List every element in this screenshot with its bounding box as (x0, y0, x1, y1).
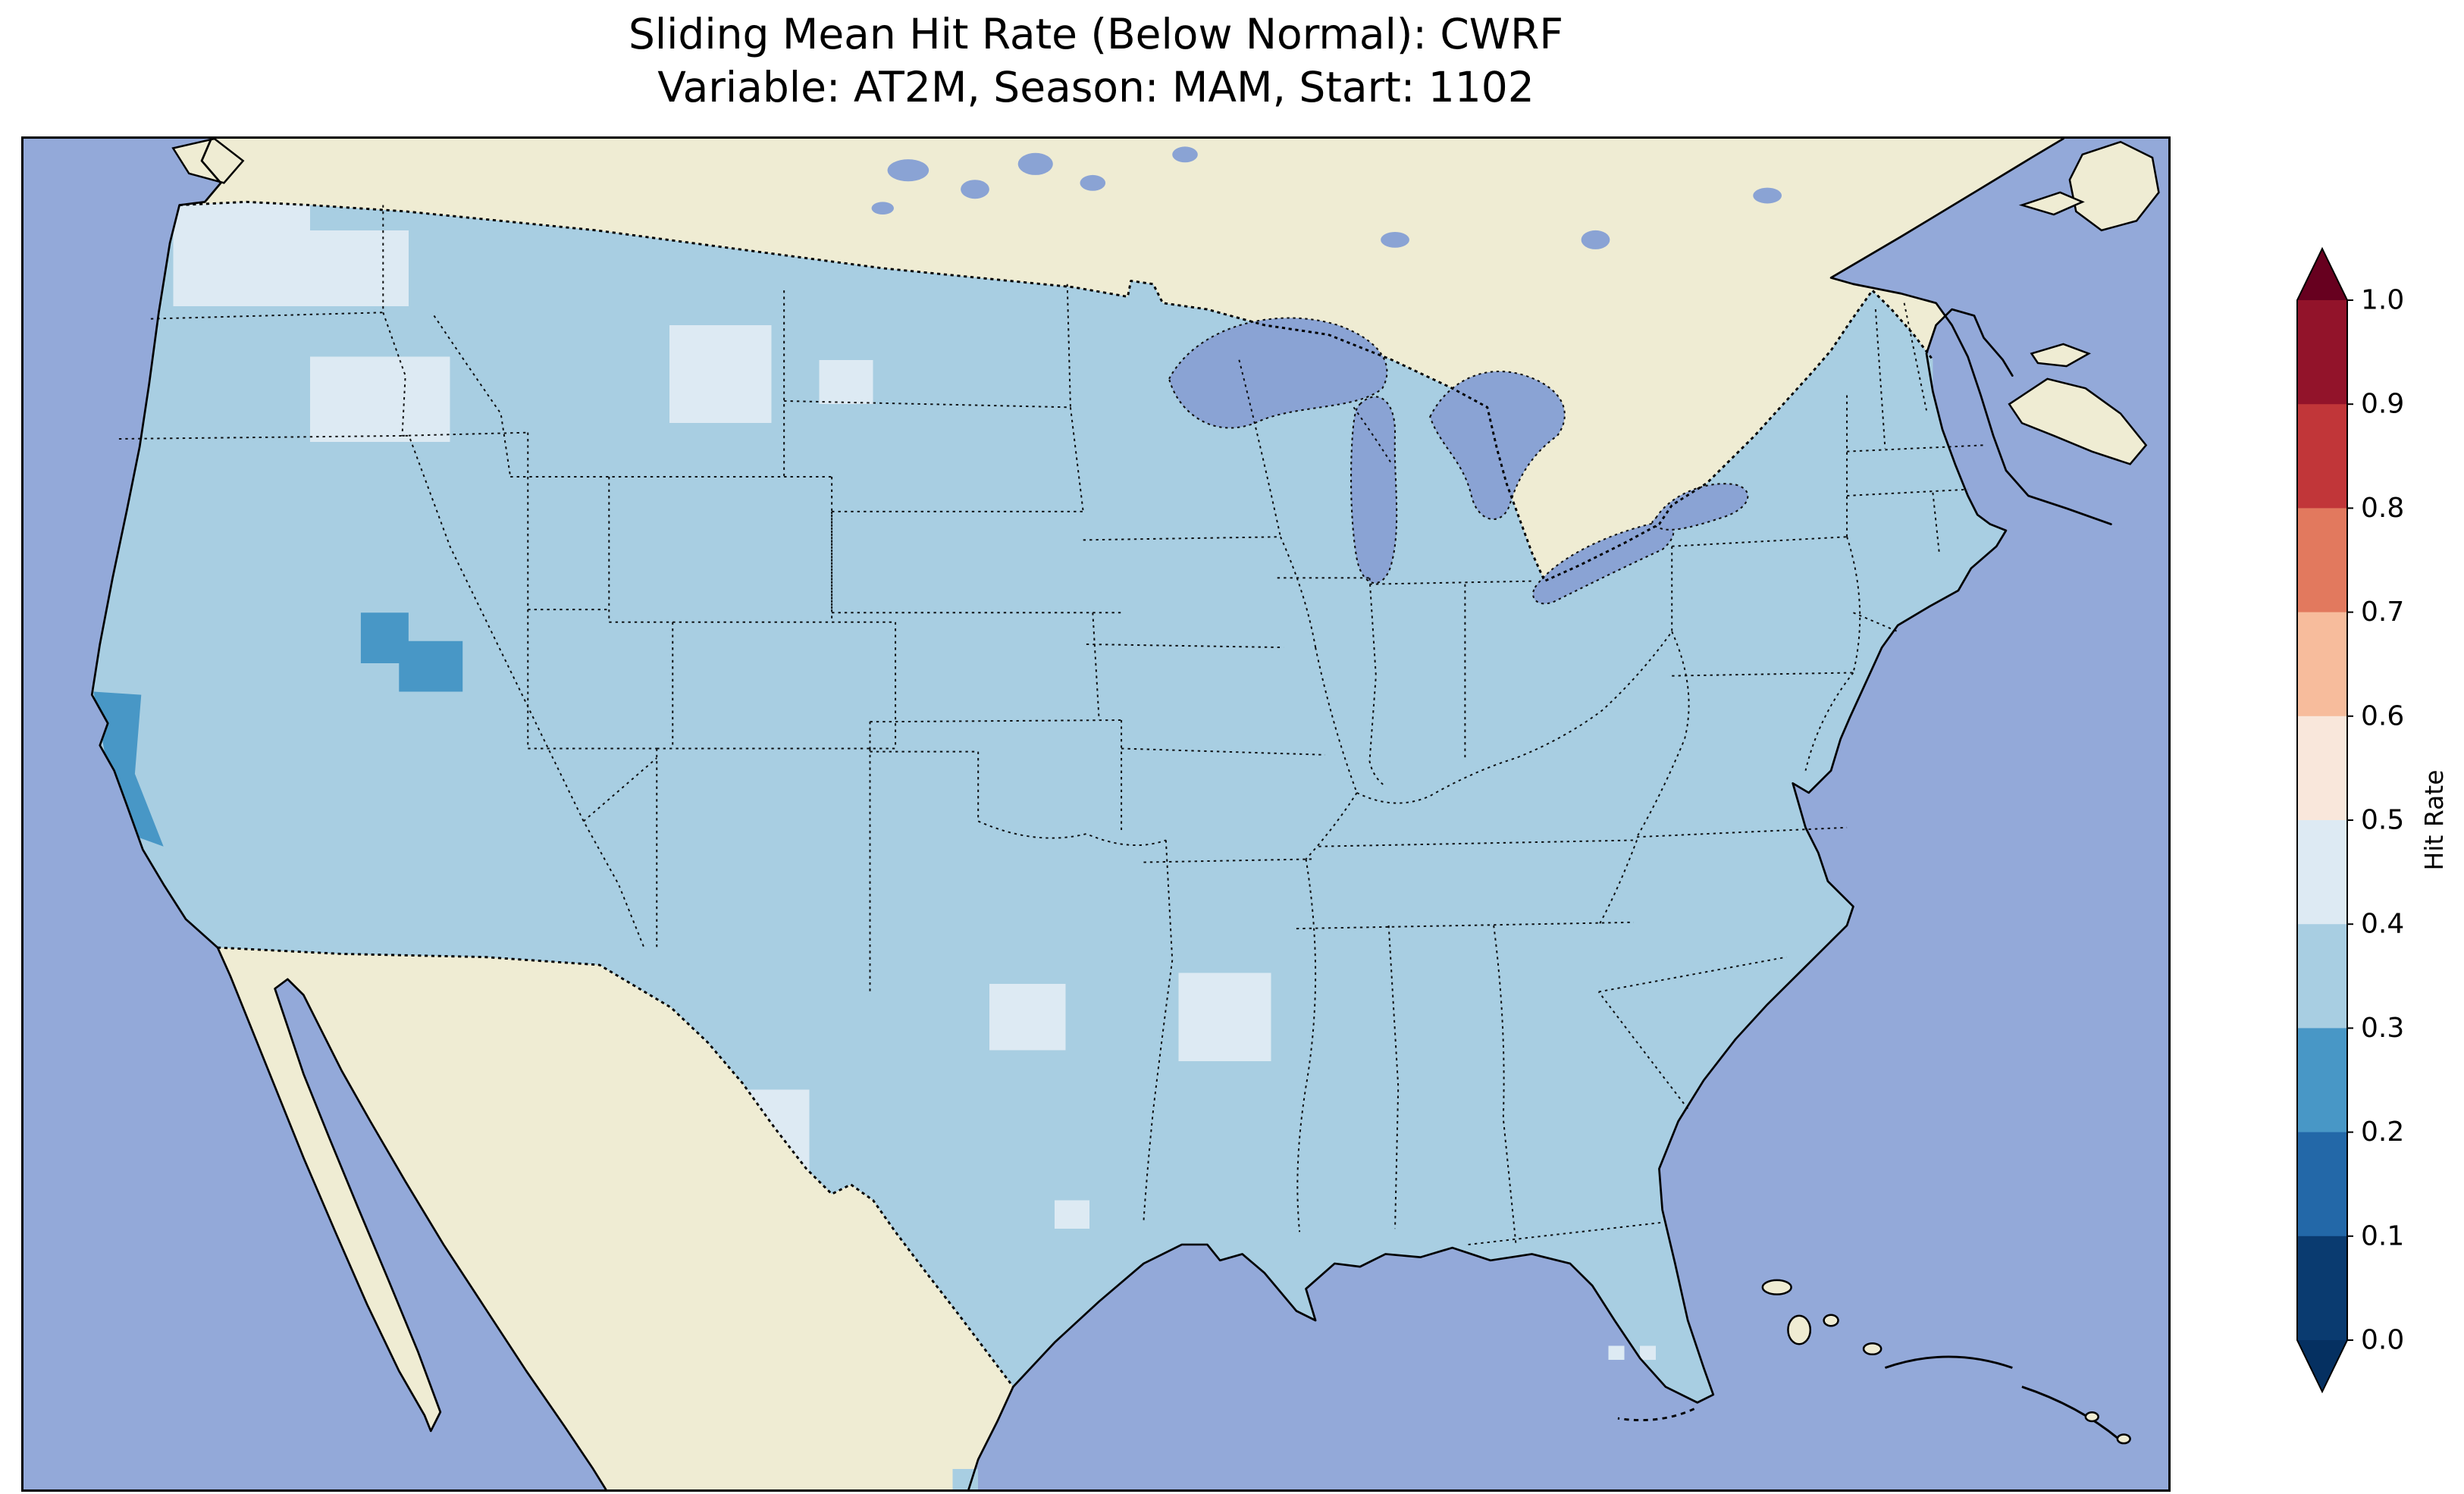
colorbar-segment-0.3-0.4 (2297, 924, 2347, 1029)
vancouver-island (171, 139, 245, 184)
canada-islands (171, 139, 2160, 465)
bahamas-island (1761, 1279, 1792, 1295)
great-lakes (1168, 317, 1749, 605)
newfoundland-island (2068, 140, 2160, 232)
cuba-coast-arc (1884, 1355, 2013, 1369)
colorbar-ticks: 1.0 0.9 0.8 0.7 0.6 0.5 0.4 0.3 0.2 0.1 0.0 (2347, 285, 2404, 1356)
colorbar-tick-label: 0.5 (2361, 805, 2404, 836)
colorbar-segment-0.4-0.5 (2297, 820, 2347, 925)
colorbar-segment-0.0-0.1 (2297, 1236, 2347, 1341)
hit-rate-patch-0.4-0.5 (1608, 1345, 1625, 1361)
hit-rate-patch-0.4-0.5 (1054, 1200, 1090, 1229)
colorbar-tick-label: 1.0 (2361, 285, 2404, 316)
hit-rate-patch-0.4-0.5 (819, 359, 873, 405)
colorbar-axis-label: Hit Rate (2419, 769, 2449, 870)
lake-ontario (1651, 483, 1749, 531)
colorbar-extend-over-triangle (2297, 249, 2347, 300)
map-canvas (24, 139, 2168, 1489)
colorbar-segment-0.5-0.6 (2297, 716, 2347, 821)
hit-rate-patch-0.4-0.5 (309, 356, 450, 443)
colorbar-extend-under-triangle (2297, 1340, 2347, 1392)
andros-island (1787, 1314, 1812, 1345)
us-canada-border (179, 200, 1934, 583)
prince-edward-island (2030, 343, 2092, 368)
map-panel (21, 136, 2171, 1492)
hit-rate-patch-0.2-0.3 (93, 691, 164, 847)
colorbar-tick-label: 0.3 (2361, 1013, 2404, 1044)
lake-michigan (1350, 396, 1398, 584)
florida-keys-arc (1617, 1408, 1695, 1422)
colorbar-segment-0.2-0.3 (2297, 1028, 2347, 1133)
colorbar-tick-label: 0.9 (2361, 389, 2404, 420)
colorbar-segment-0.7-0.8 (2297, 508, 2347, 613)
colorbar-tick-label: 0.2 (2361, 1117, 2404, 1148)
bahamas-island (1862, 1342, 1882, 1356)
hit-rate-patch-0.4-0.5 (989, 984, 1066, 1051)
bahamas-island (1823, 1314, 1839, 1327)
colorbar-segment-0.9-1.0 (2297, 300, 2347, 405)
colorbar-segment-0.8-0.9 (2297, 404, 2347, 509)
small-island (2116, 1433, 2131, 1445)
hit-rate-patch-0.4-0.5 (173, 202, 310, 306)
colorbar-segments (2297, 300, 2347, 1341)
cuba-coast-arc (2021, 1386, 2121, 1442)
colorbar: 1.0 0.9 0.8 0.7 0.6 0.5 0.4 0.3 0.2 0.1 0.0 Hit Ra… (2291, 244, 2462, 1407)
title-line-1: Sliding Mean Hit Rate (Below Normal): CW… (628, 10, 1564, 58)
colorbar-segment-0.6-0.7 (2297, 612, 2347, 717)
coastlines (90, 139, 2112, 1489)
figure-title: Sliding Mean Hit Rate (Below Normal): CW… (21, 8, 2171, 114)
colorbar-tick-label: 0.6 (2361, 700, 2404, 731)
canada-small-lakes (871, 146, 1782, 249)
colorbar-tick-label: 0.7 (2361, 597, 2404, 628)
hit-rate-patch-0.4-0.5 (306, 230, 409, 306)
title-line-2: Variable: AT2M, Season: MAM, Start: 1102 (657, 63, 1535, 112)
colorbar-tick-label: 0.0 (2361, 1325, 2404, 1356)
hit-rate-patch-0.4-0.5 (1178, 973, 1271, 1062)
hit-rate-patch-0.4-0.5 (669, 324, 772, 424)
colorbar-segment-0.1-0.2 (2297, 1132, 2347, 1237)
lake-superior (1168, 317, 1388, 429)
colorbar-tick-label: 0.1 (2361, 1220, 2404, 1251)
anticosti-island (2018, 191, 2085, 216)
lake-erie (1532, 521, 1675, 605)
caribbean-islands (1617, 1279, 2131, 1445)
state-borders (118, 205, 1984, 1245)
colorbar-tick-label: 0.8 (2361, 493, 2404, 524)
hit-rate-patch-0.2-0.3 (360, 612, 463, 692)
colorbar-canvas: 1.0 0.9 0.8 0.7 0.6 0.5 0.4 0.3 0.2 0.1 0.0 Hit Ra… (2296, 246, 2449, 1394)
us-hit-rate-field (92, 202, 2006, 1403)
us-mexico-border (217, 946, 1014, 1388)
hit-rate-patch-0.4-0.5 (1640, 1345, 1657, 1361)
small-island (2084, 1411, 2099, 1423)
colorbar-tick-label: 0.4 (2361, 909, 2404, 940)
nova-scotia (2008, 377, 2148, 465)
lake-huron (1429, 370, 1566, 520)
